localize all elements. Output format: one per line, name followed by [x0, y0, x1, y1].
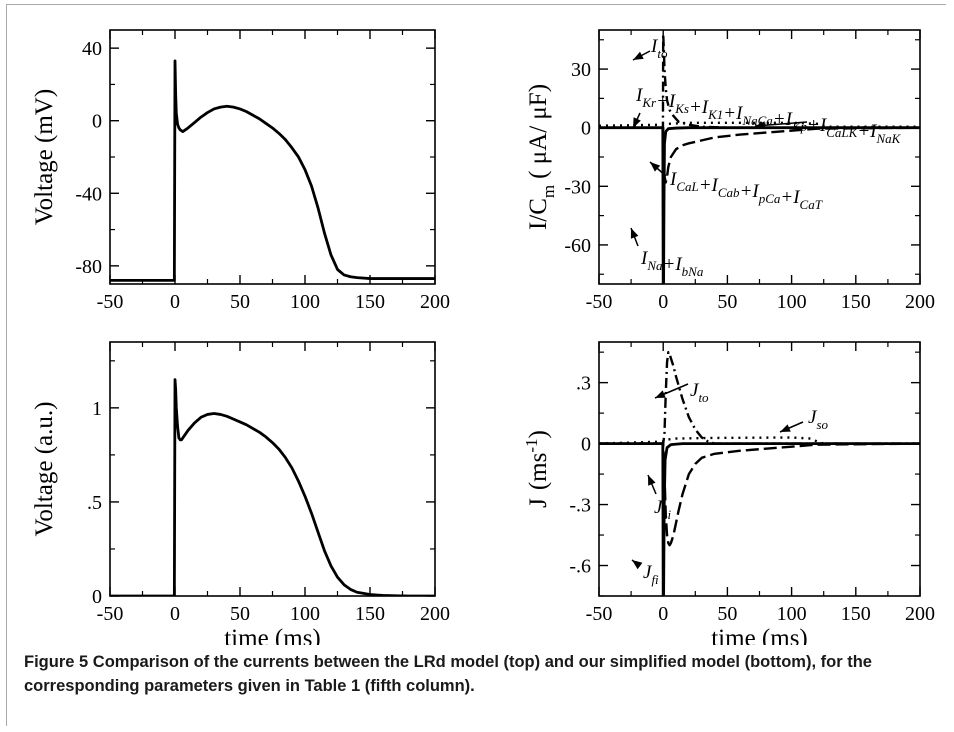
annotation-label: INa+IbNa — [640, 248, 704, 279]
chart-lrd-currents: -50 0 50 100 150 200 -60 -30 0 30 I/Cm( μA/ μF) Ito… — [525, 29, 935, 313]
arrow-head — [632, 560, 643, 570]
x-tick-label: -50 — [97, 603, 124, 625]
y-tick-label: -.6 — [569, 556, 591, 578]
y-tick-label: 1 — [92, 398, 102, 420]
x-tick-label: 100 — [777, 291, 807, 313]
x-tick-label: 150 — [841, 603, 871, 625]
x-tick-label: 100 — [777, 603, 807, 625]
plot-frame — [109, 341, 436, 597]
chart-simplified-currents: -50 0 50 100 150 200 -.6 -.3 0 .3 time (ms) J(ms-1)… — [522, 341, 935, 645]
x-tick-label: 200 — [420, 291, 450, 313]
annotation-label: Jso — [808, 407, 828, 432]
y-tick-label: -30 — [564, 176, 591, 198]
caption-text: Comparison of the currents between the L… — [24, 653, 872, 695]
annotation-label: Ito — [650, 36, 668, 61]
plot-frame — [598, 29, 921, 285]
y-tick-label: 0 — [92, 111, 102, 133]
arrow-head — [655, 390, 666, 398]
x-tick-label: 0 — [658, 603, 668, 625]
annotation-label: Jto — [690, 380, 709, 405]
x-axis-label: time (ms) — [224, 625, 321, 645]
x-tick-label: -50 — [586, 603, 613, 625]
caption-label: Figure 5 — [24, 653, 89, 671]
x-tick-label: 0 — [170, 291, 180, 313]
x-tick-label: -50 — [97, 291, 124, 313]
annotation-label: ICaL+ICab+IpCa+ICaT — [669, 169, 823, 212]
x-tick-label: 100 — [290, 603, 320, 625]
series-solid-line — [110, 378, 435, 596]
y-tick-label: 40 — [82, 38, 102, 60]
series-dashed-line — [599, 442, 920, 547]
annotation-label: Jsi — [654, 497, 671, 522]
y-tick-label: 0 — [92, 586, 102, 608]
y-axis-label: J(ms-1) — [522, 430, 552, 508]
x-tick-label: 0 — [170, 603, 180, 625]
series-dashdot-line — [599, 32, 920, 129]
y-axis-label: Voltage (a.u.) — [31, 402, 58, 537]
arrow-head — [633, 117, 641, 128]
figure-frame — [6, 4, 946, 726]
figure-caption: Figure 5 Comparison of the currents betw… — [24, 650, 934, 698]
series-dashed-line — [599, 126, 920, 184]
x-tick-label: 150 — [355, 291, 385, 313]
x-tick-label: 150 — [841, 291, 871, 313]
y-tick-label: -80 — [75, 256, 102, 278]
x-tick-label: 150 — [355, 603, 385, 625]
plot-frame — [598, 341, 921, 597]
y-tick-label: 0 — [581, 434, 591, 456]
arrow-head — [780, 424, 791, 432]
arrow-head — [648, 475, 656, 486]
y-axis-label: Voltage (mV) — [31, 89, 58, 225]
y-axis-label: I/Cm( μA/ μF) — [525, 84, 558, 230]
x-tick-label: 50 — [230, 291, 250, 313]
y-tick-label: .3 — [576, 373, 591, 395]
y-tick-label: 0 — [581, 118, 591, 140]
series-solid-line — [110, 59, 435, 282]
series-dotted-line — [599, 436, 920, 445]
annotation-label: IKr+IKs+IK1+INaCa+IKp+ICaLK+INaK — [635, 85, 902, 146]
annotation-label: Jfi — [643, 562, 659, 587]
y-tick-label: 30 — [571, 59, 591, 81]
x-tick-label: -50 — [586, 291, 613, 313]
x-tick-label: 200 — [905, 603, 935, 625]
x-axis-label: time (ms) — [711, 625, 808, 645]
x-tick-label: 100 — [290, 291, 320, 313]
y-tick-label: -40 — [75, 183, 102, 205]
series-solid-line — [599, 126, 920, 284]
arrow-head — [630, 228, 639, 239]
series-dashdot-line — [599, 350, 920, 445]
arrow-head — [755, 121, 766, 130]
y-tick-label: -.3 — [569, 495, 591, 517]
x-tick-label: 0 — [658, 291, 668, 313]
x-tick-label: 200 — [420, 603, 450, 625]
chart-lrd-voltage: -50 0 50 100 150 200 -80 -40 0 40 Voltage (mV) — [31, 29, 450, 313]
x-tick-label: 50 — [717, 603, 737, 625]
x-tick-label: 50 — [230, 603, 250, 625]
x-tick-label: 200 — [905, 291, 935, 313]
x-tick-label: 50 — [717, 291, 737, 313]
y-tick-label: .5 — [87, 492, 102, 514]
plot-frame — [109, 29, 436, 285]
arrow-head — [650, 162, 661, 172]
y-tick-label: -60 — [564, 235, 591, 257]
arrow-head — [633, 51, 644, 60]
